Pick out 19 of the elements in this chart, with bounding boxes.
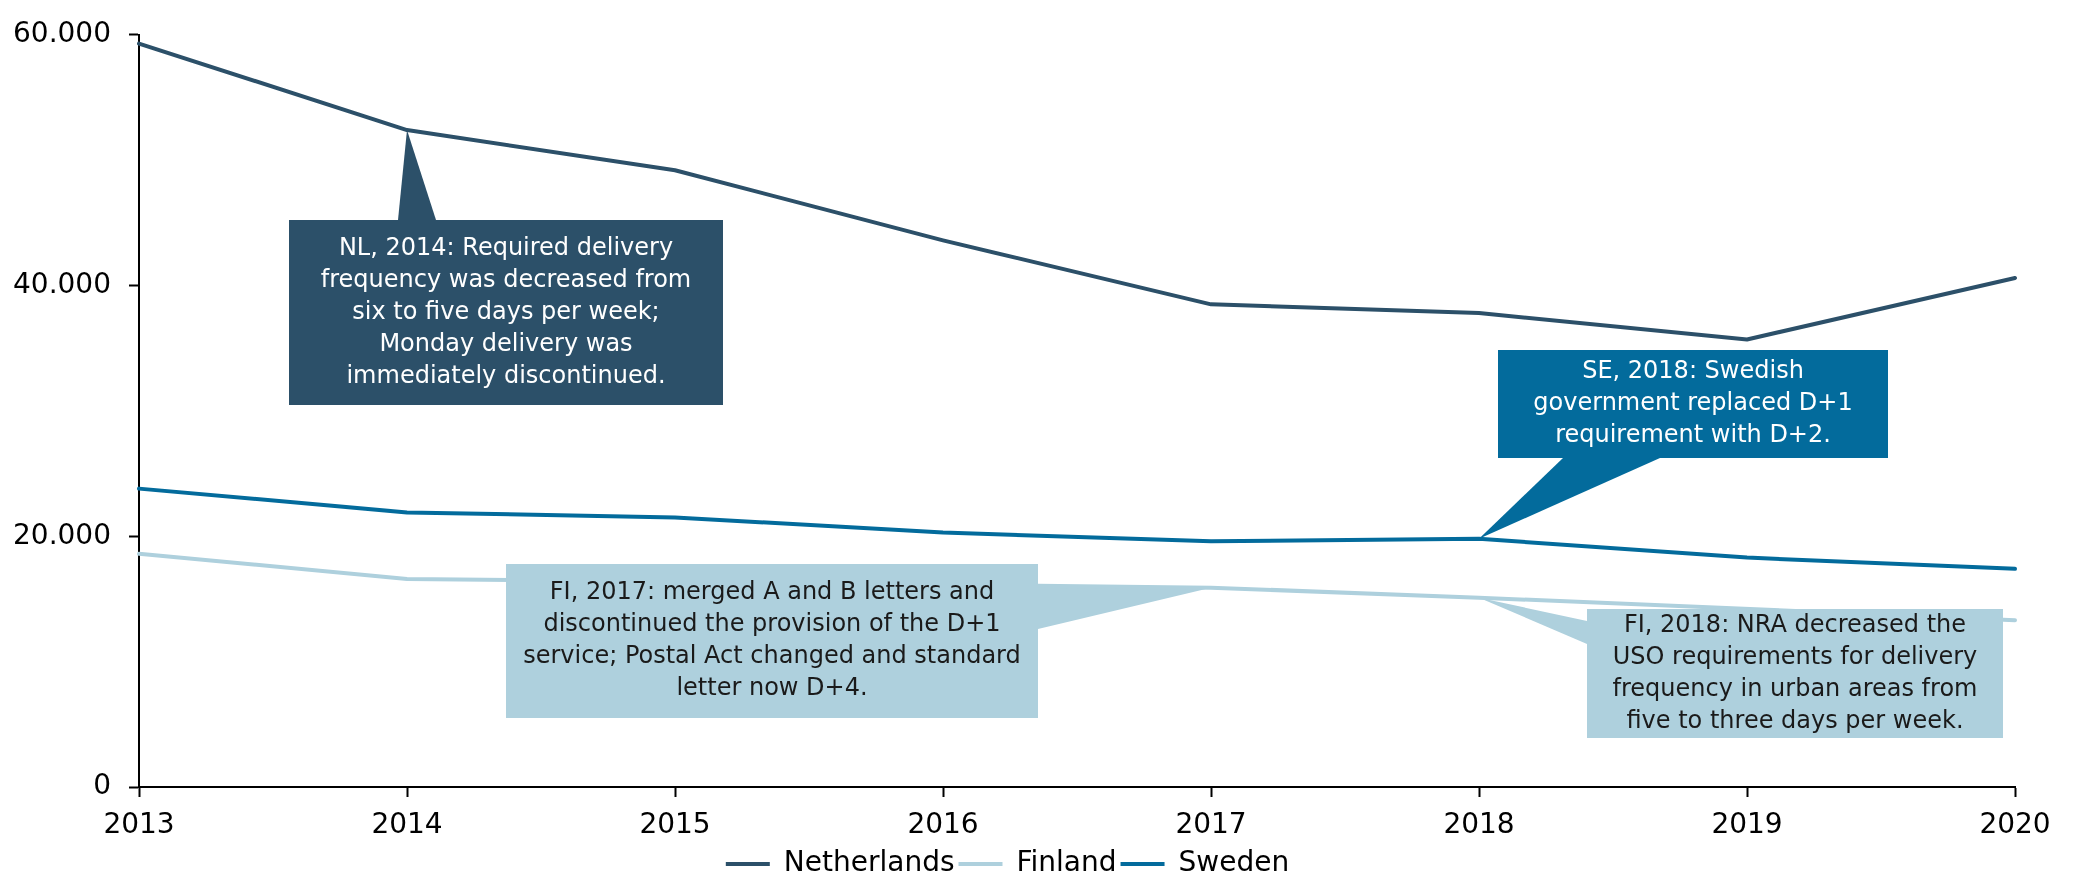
legend-label: Netherlands bbox=[783, 845, 955, 879]
x-tick-label: 2019 bbox=[1711, 807, 1783, 841]
legend-label: Sweden bbox=[1178, 845, 1290, 879]
x-tick-label: 2018 bbox=[1443, 807, 1515, 841]
y-tick-label: 40.000 bbox=[13, 266, 111, 300]
annotation: FI, 2018: NRA decreased the USO requirements for delivery frequency in urban areas from five to three days per week. bbox=[1612, 609, 1978, 734]
legend-label: Finland bbox=[1016, 845, 1117, 879]
annotation: FI, 2017: merged A and B letters and discontinued the provision of the D+1 service; Postal Act changed and standard letter now D+4. bbox=[523, 577, 1021, 702]
x-tick-label: 2017 bbox=[1175, 807, 1247, 841]
x-tick-label: 2016 bbox=[907, 807, 979, 841]
y-tick-label: 60.000 bbox=[13, 16, 111, 50]
x-tick-label: 2014 bbox=[371, 807, 443, 841]
x-tick-label: 2015 bbox=[639, 807, 711, 841]
x-tick-label: 2013 bbox=[103, 807, 175, 841]
y-tick-label: 0 bbox=[93, 768, 111, 802]
annotation: SE, 2018: Swedish government replaced D+1 requirement with D+2. bbox=[1533, 356, 1853, 449]
y-tick-label: 20.000 bbox=[13, 517, 111, 551]
x-tick-label: 2020 bbox=[1979, 807, 2051, 841]
annotation: NL, 2014: Required delivery frequency was decreased from six to five days per week; Monday delivery was immediately discontinued. bbox=[320, 232, 692, 389]
